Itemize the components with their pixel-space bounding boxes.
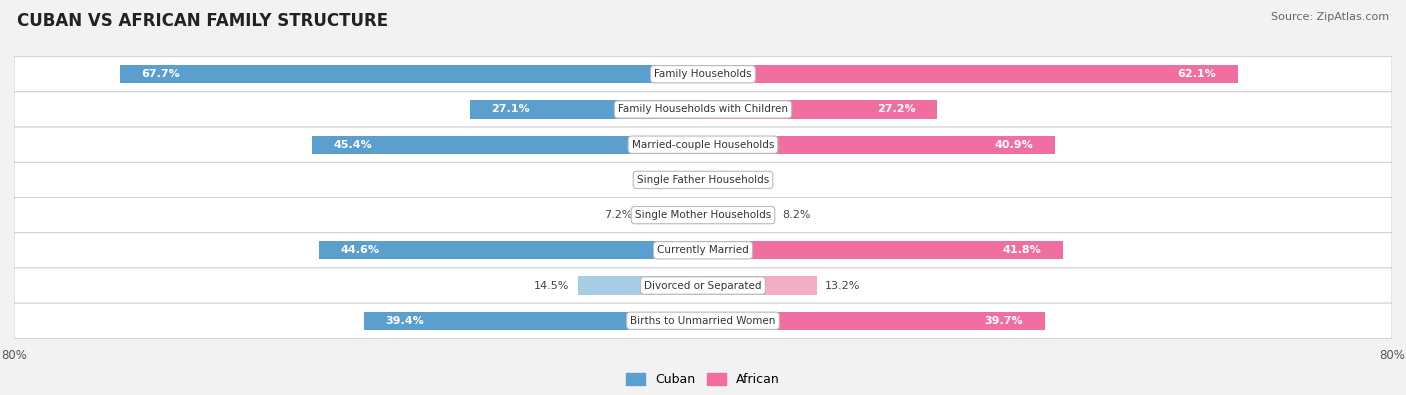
FancyBboxPatch shape xyxy=(14,56,1392,92)
FancyBboxPatch shape xyxy=(14,198,1392,233)
Bar xyxy=(319,241,703,260)
Text: 39.7%: 39.7% xyxy=(984,316,1024,326)
Text: CUBAN VS AFRICAN FAMILY STRUCTURE: CUBAN VS AFRICAN FAMILY STRUCTURE xyxy=(17,12,388,30)
Legend: Cuban, African: Cuban, African xyxy=(623,369,783,390)
Text: Single Father Households: Single Father Households xyxy=(637,175,769,185)
Bar xyxy=(703,312,1045,330)
Text: Married-couple Households: Married-couple Households xyxy=(631,140,775,150)
Text: Divorced or Separated: Divorced or Separated xyxy=(644,280,762,291)
Text: Source: ZipAtlas.com: Source: ZipAtlas.com xyxy=(1271,12,1389,22)
Text: Family Households: Family Households xyxy=(654,69,752,79)
FancyBboxPatch shape xyxy=(14,303,1392,339)
Bar xyxy=(703,65,1237,83)
Text: 41.8%: 41.8% xyxy=(1002,245,1042,255)
Text: 40.9%: 40.9% xyxy=(995,140,1033,150)
Bar xyxy=(703,135,1056,154)
Bar xyxy=(578,276,703,295)
Bar xyxy=(681,171,703,189)
Text: 27.1%: 27.1% xyxy=(491,104,530,115)
Bar xyxy=(312,135,703,154)
Text: 39.4%: 39.4% xyxy=(385,316,425,326)
Text: Single Mother Households: Single Mother Households xyxy=(636,210,770,220)
Text: 8.2%: 8.2% xyxy=(782,210,811,220)
Bar xyxy=(641,206,703,224)
Text: Currently Married: Currently Married xyxy=(657,245,749,255)
Bar xyxy=(703,100,938,118)
Bar xyxy=(470,100,703,118)
Bar xyxy=(703,276,817,295)
Text: Family Households with Children: Family Households with Children xyxy=(619,104,787,115)
Text: 14.5%: 14.5% xyxy=(534,280,569,291)
Text: 2.5%: 2.5% xyxy=(733,175,762,185)
Bar xyxy=(364,312,703,330)
Bar xyxy=(703,206,773,224)
FancyBboxPatch shape xyxy=(14,268,1392,303)
Text: 45.4%: 45.4% xyxy=(333,140,373,150)
Text: 13.2%: 13.2% xyxy=(825,280,860,291)
Text: 2.6%: 2.6% xyxy=(644,175,672,185)
FancyBboxPatch shape xyxy=(14,92,1392,127)
FancyBboxPatch shape xyxy=(14,162,1392,198)
Bar xyxy=(703,241,1063,260)
Bar xyxy=(120,65,703,83)
Text: 44.6%: 44.6% xyxy=(340,245,380,255)
Text: 62.1%: 62.1% xyxy=(1177,69,1216,79)
FancyBboxPatch shape xyxy=(14,127,1392,162)
Bar xyxy=(703,171,724,189)
Text: Births to Unmarried Women: Births to Unmarried Women xyxy=(630,316,776,326)
FancyBboxPatch shape xyxy=(14,233,1392,268)
Text: 67.7%: 67.7% xyxy=(142,69,180,79)
Text: 7.2%: 7.2% xyxy=(605,210,633,220)
Text: 27.2%: 27.2% xyxy=(877,104,915,115)
